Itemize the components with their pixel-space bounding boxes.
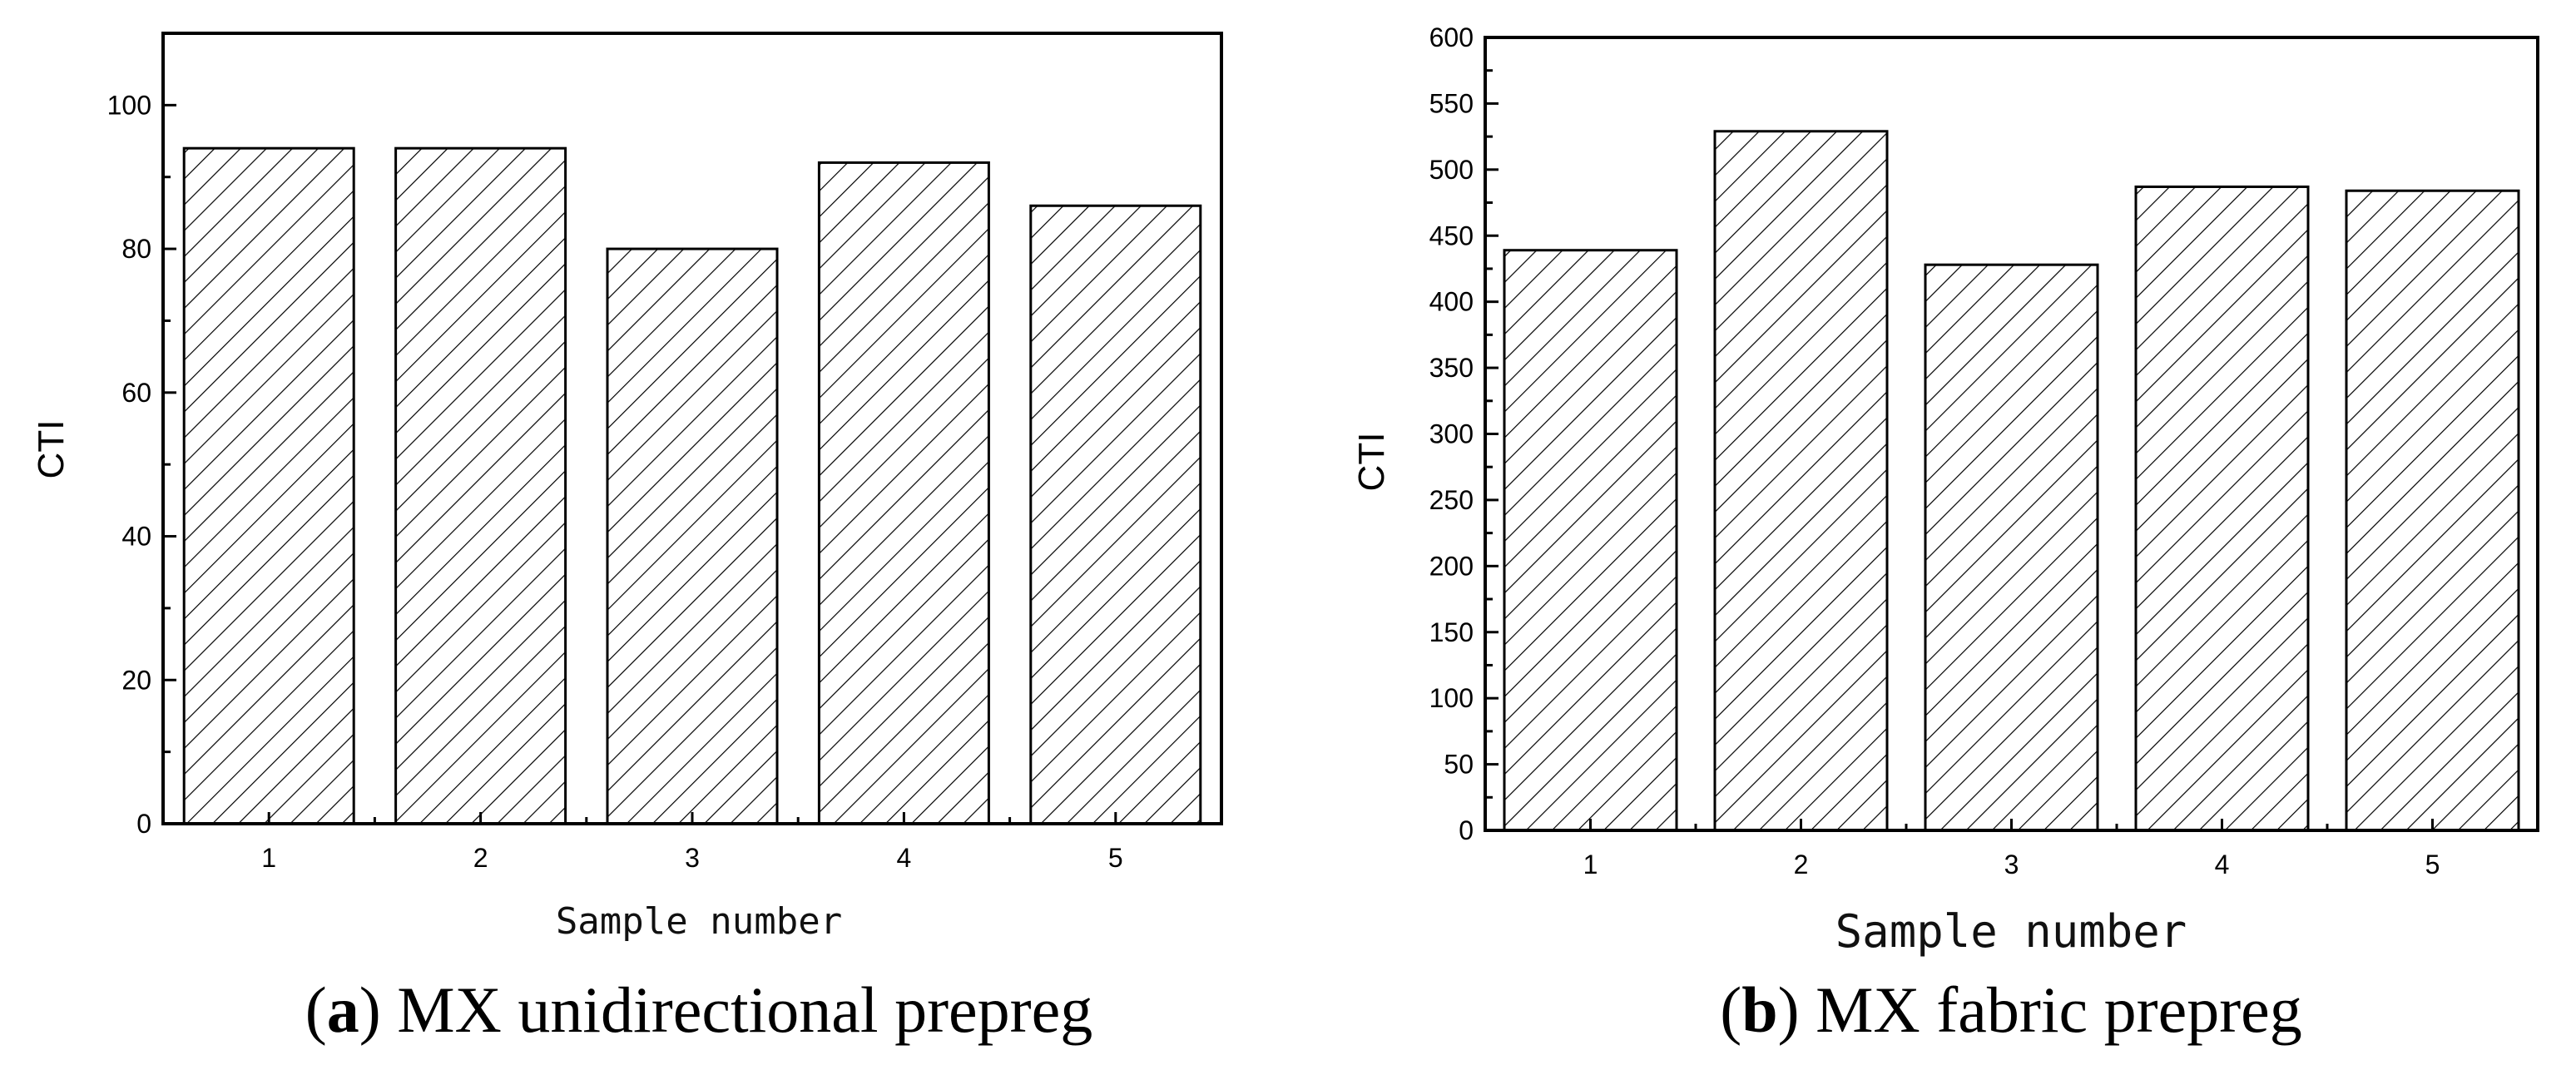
bar-b-5 (2345, 189, 2520, 832)
y-tick-label-b-400: 400 (1429, 287, 1474, 317)
bar-b-3 (1924, 263, 2099, 832)
x-tick-label-b-4: 4 (2215, 850, 2230, 879)
caption-letter-b: b (1741, 973, 1777, 1046)
y-tick-label-b-200: 200 (1429, 551, 1474, 581)
bar-b-1 (1503, 249, 1678, 832)
y-axis-a: 0 20 40 60 80 100 (107, 32, 176, 839)
y-tick-label-b-300: 300 (1429, 419, 1474, 449)
x-tick-label-b-2: 2 (1794, 850, 1809, 879)
caption-text-a: MX unidirectional prepreg (397, 973, 1092, 1046)
x-tick-label-a-2: 2 (473, 843, 488, 873)
y-tick-label-b-350: 350 (1429, 353, 1474, 383)
y-tick-label-a-80: 80 (121, 234, 151, 264)
caption-paren-open-b: ( (1720, 973, 1741, 1046)
y-tick-label-b-550: 550 (1429, 88, 1474, 118)
y-tick-label-a-60: 60 (121, 378, 151, 408)
bar-series-a (182, 146, 1202, 825)
y-axis-title-a: CTI (31, 420, 72, 479)
x-tick-label-a-5: 5 (1108, 843, 1123, 873)
y-tick-label-a-100: 100 (107, 90, 151, 120)
bar-a-2 (394, 146, 567, 825)
bar-a-3 (606, 247, 779, 825)
y-axis-b: 0 50 100 150 200 250 300 350 400 450 500 550 600 (1429, 22, 1499, 845)
x-tick-label-b-3: 3 (2004, 850, 2019, 879)
caption-paren-close-b: ) (1778, 973, 1816, 1046)
x-tick-label-a-3: 3 (685, 843, 700, 873)
bar-a-5 (1029, 204, 1202, 825)
y-tick-label-a-0: 0 (136, 809, 151, 839)
y-axis-title-b: CTI (1351, 433, 1392, 492)
y-tick-label-b-150: 150 (1429, 617, 1474, 647)
y-tick-label-b-450: 450 (1429, 220, 1474, 250)
x-tick-label-a-4: 4 (897, 843, 912, 873)
y-tick-label-b-0: 0 (1459, 815, 1474, 845)
caption-b: (b) MX fabric prepreg (1720, 973, 2302, 1046)
caption-paren-open-a: ( (305, 973, 327, 1046)
bar-a-1 (182, 146, 355, 825)
bar-a-4 (817, 161, 990, 825)
x-axis-title-a: Sample number (556, 900, 842, 943)
caption-text-b: MX fabric prepreg (1816, 973, 2302, 1046)
chart-panel-b: 0 50 100 150 200 250 300 350 400 450 500 550 600 1 2 3… (1351, 22, 2539, 1046)
y-tick-label-b-100: 100 (1429, 683, 1474, 713)
x-axis-b: 1 2 3 4 5 (1583, 819, 2440, 879)
x-axis-title-b: Sample number (1835, 905, 2187, 958)
chart-panel-a: 0 20 40 60 80 100 1 2 3 4 5 CTI Sample number (a)… (31, 32, 1223, 1046)
y-tick-label-b-600: 600 (1429, 22, 1474, 52)
y-tick-label-a-40: 40 (121, 522, 151, 552)
x-tick-label-b-5: 5 (2425, 850, 2440, 879)
y-tick-label-a-20: 20 (121, 665, 151, 695)
caption-paren-close-a: ) (359, 973, 397, 1046)
caption-letter-a: a (327, 973, 359, 1046)
bar-b-2 (1713, 130, 1889, 832)
caption-a: (a) MX unidirectional prepreg (305, 973, 1093, 1046)
x-tick-label-b-1: 1 (1583, 850, 1598, 879)
y-tick-label-b-50: 50 (1444, 750, 1474, 780)
x-tick-label-a-1: 1 (261, 843, 276, 873)
x-axis-a: 1 2 3 4 5 (261, 812, 1123, 873)
bar-b-4 (2134, 185, 2310, 832)
y-tick-label-b-250: 250 (1429, 485, 1474, 515)
y-tick-label-b-500: 500 (1429, 155, 1474, 185)
bar-series-b (1503, 130, 2520, 832)
